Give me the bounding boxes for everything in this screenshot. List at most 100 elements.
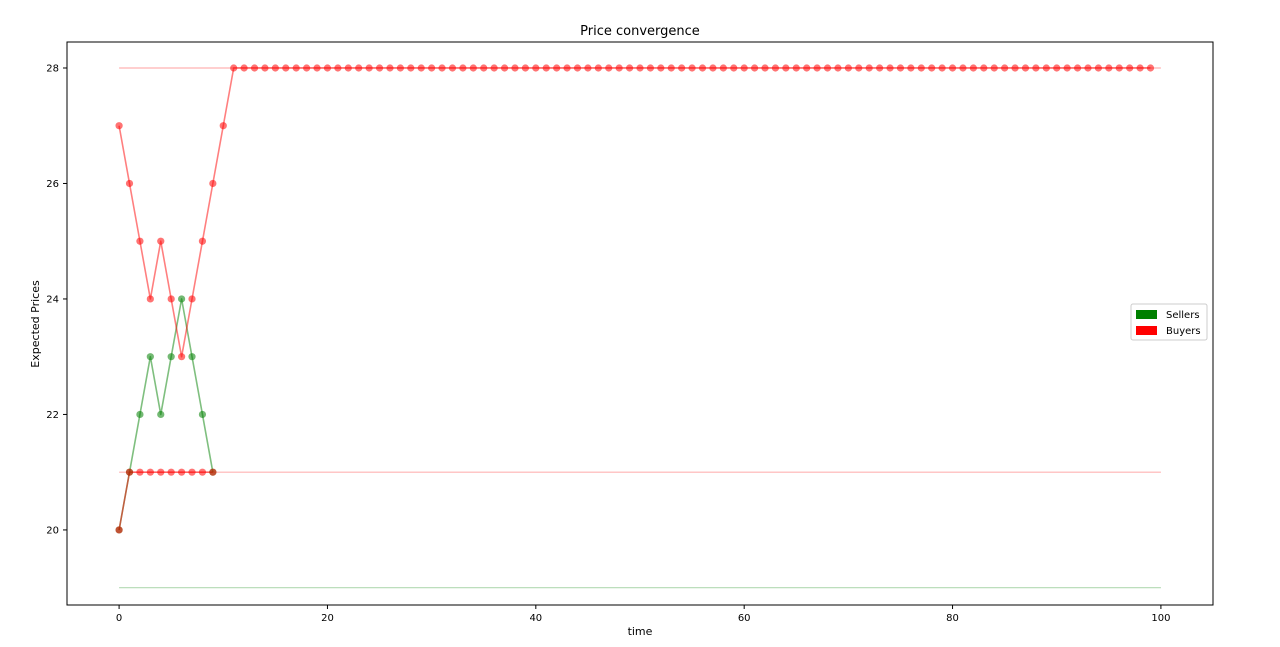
x-tick-label: 40 [529, 613, 542, 624]
data-point-buyer [646, 64, 655, 72]
y-axis: 20 22 24 26 28 [46, 63, 67, 536]
data-point-seller [198, 410, 207, 419]
data-point-buyer [594, 64, 602, 72]
data-point-buyer [1115, 64, 1123, 72]
x-tick-label: 20 [321, 613, 334, 624]
y-tick-label: 28 [46, 63, 59, 74]
data-point-buyer [1084, 64, 1092, 72]
data-point-seller [157, 410, 165, 419]
data-point-seller [167, 353, 175, 361]
data-point-buyer [928, 64, 936, 72]
data-point-buyer [157, 237, 165, 245]
data-point-buyer [198, 237, 207, 245]
plot-area [66, 41, 1214, 606]
data-point-buyer [605, 64, 613, 72]
data-point-buyer [730, 64, 738, 72]
data-point-buyer [688, 64, 696, 72]
data-point-buyer [500, 64, 509, 72]
axes: 0 20 40 60 80 100 20 22 24 26 28 [46, 63, 1170, 624]
data-point-buyer [365, 64, 373, 72]
data-point-buyer [698, 64, 707, 72]
data-point-buyer [344, 64, 352, 72]
data-point-buyer [948, 64, 957, 72]
data-point-buyer [844, 64, 852, 72]
data-point-buyer [1053, 64, 1061, 72]
data-point-buyer [1032, 64, 1040, 72]
data-point-buyer [553, 64, 561, 72]
data-point-buyer [167, 295, 175, 303]
data-point-buyer [292, 64, 300, 72]
data-point-buyer [751, 64, 759, 72]
data-point-buyer [261, 64, 269, 72]
legend: Sellers Buyers [1130, 303, 1208, 341]
series-line-buyer [118, 67, 1151, 358]
y-tick-label: 24 [46, 294, 59, 305]
data-point-buyer [990, 64, 998, 72]
data-point-buyer [719, 64, 727, 72]
data-point-seller [188, 353, 196, 361]
data-point-buyer [907, 64, 915, 72]
x-axis-label: time [628, 625, 653, 638]
data-point-buyer [396, 64, 404, 72]
data-point-buyer [428, 64, 436, 72]
data-point-seller [146, 353, 154, 361]
data-point-buyer [657, 64, 665, 72]
legend-swatch [1136, 310, 1157, 319]
data-point-buyer [1136, 64, 1144, 72]
data-point-buyer [584, 64, 592, 72]
data-point-buyer [167, 468, 175, 476]
data-point-buyer [282, 64, 290, 72]
data-point-buyer [386, 64, 394, 72]
data-point-buyer [876, 64, 884, 72]
y-axis-label: Expected Prices [29, 280, 42, 368]
series-points [115, 64, 1155, 534]
data-point-buyer [459, 64, 467, 72]
data-point-buyer [125, 468, 134, 476]
data-point-buyer [146, 295, 154, 303]
data-point-buyer [136, 237, 144, 245]
data-point-buyer [188, 468, 196, 476]
data-point-buyer [625, 64, 634, 72]
data-point-buyer [1146, 64, 1155, 72]
data-point-buyer [855, 64, 863, 72]
series-line-buyer [118, 471, 213, 531]
y-tick-label: 26 [46, 179, 59, 190]
data-point-buyer [740, 64, 748, 72]
chart-title: Price convergence [580, 24, 700, 39]
data-point-buyer [271, 64, 279, 72]
data-point-buyer [438, 64, 446, 72]
data-point-buyer [490, 64, 498, 72]
data-point-buyer [980, 64, 988, 72]
data-point-buyer [1094, 64, 1102, 72]
data-point-buyer [886, 64, 894, 72]
data-point-buyer [178, 353, 186, 361]
x-tick-label: 100 [1151, 613, 1170, 624]
data-point-buyer [615, 64, 623, 72]
x-tick-label: 60 [738, 613, 751, 624]
data-point-buyer [761, 64, 769, 72]
data-point-buyer [136, 468, 144, 476]
data-point-buyer [865, 64, 873, 72]
data-point-buyer [115, 122, 123, 130]
data-point-buyer [803, 64, 811, 72]
data-point-buyer [303, 64, 311, 72]
x-tick-label: 80 [946, 613, 959, 624]
data-point-buyer [1011, 64, 1019, 72]
plot-frame [66, 41, 1214, 606]
data-point-buyer [1126, 64, 1134, 72]
data-point-buyer [250, 64, 259, 72]
data-point-buyer [146, 468, 154, 476]
data-point-buyer [417, 64, 425, 72]
data-point-buyer [1001, 64, 1009, 72]
data-point-buyer [125, 179, 134, 188]
data-point-buyer [115, 526, 123, 534]
series-line-seller [118, 298, 214, 531]
data-point-buyer [792, 64, 800, 72]
data-point-buyer [532, 64, 540, 72]
data-point-buyer [209, 179, 217, 188]
data-point-buyer [334, 64, 342, 72]
x-tick-label: 0 [116, 613, 122, 624]
data-point-buyer [678, 64, 686, 72]
data-point-buyer [896, 64, 905, 72]
